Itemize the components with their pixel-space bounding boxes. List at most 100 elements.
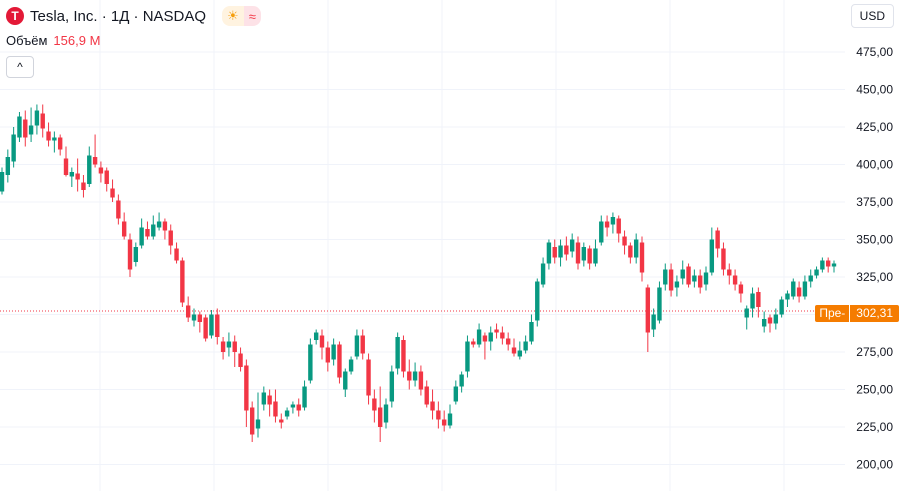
candle-body[interactable] (238, 353, 243, 368)
candle-body[interactable] (5, 157, 11, 175)
symbol-title[interactable]: Tesla, Inc. · 1Д · NASDAQ (30, 7, 207, 25)
collapse-legend-button[interactable]: ^ (6, 56, 34, 78)
candle-body[interactable] (791, 281, 796, 297)
candle-body[interactable] (418, 371, 424, 390)
candle-body[interactable] (581, 247, 587, 261)
candle-body[interactable] (633, 239, 639, 258)
candle-body[interactable] (604, 221, 610, 228)
candle-body[interactable] (325, 347, 331, 363)
candle-body[interactable] (197, 314, 203, 323)
candle-body[interactable] (162, 221, 168, 231)
candle-body[interactable] (535, 281, 540, 321)
candle-body[interactable] (180, 260, 185, 303)
market-status-icon[interactable]: ≈ (243, 6, 261, 26)
candle-body[interactable] (697, 275, 703, 288)
candle-body[interactable] (226, 341, 232, 348)
candle-body[interactable] (174, 248, 179, 261)
candle-body[interactable] (820, 260, 825, 270)
candle-body[interactable] (517, 350, 523, 357)
candle-body[interactable] (372, 398, 377, 411)
candle-body[interactable] (360, 335, 365, 354)
candle-body[interactable] (185, 305, 191, 318)
candle-body[interactable] (564, 245, 569, 255)
candle-body[interactable] (151, 224, 156, 237)
candle-body[interactable] (639, 242, 645, 273)
candle-body[interactable] (569, 239, 575, 252)
candle-body[interactable] (127, 239, 133, 270)
candle-body[interactable] (424, 386, 429, 405)
candle-body[interactable] (814, 269, 819, 276)
candle-body[interactable] (296, 404, 301, 411)
candle-body[interactable] (482, 335, 488, 342)
candle-body[interactable] (156, 221, 162, 228)
candle-body[interactable] (377, 407, 383, 428)
candle-body[interactable] (395, 337, 400, 369)
candle-body[interactable] (558, 245, 563, 258)
candle-body[interactable] (133, 247, 139, 262)
candle-body[interactable] (616, 218, 621, 234)
candle-body[interactable] (52, 137, 57, 141)
currency-button[interactable]: USD (850, 4, 894, 28)
candle-body[interactable] (63, 158, 69, 176)
candle-body[interactable] (348, 359, 354, 372)
candle-body[interactable] (709, 239, 715, 273)
candle-body[interactable] (465, 341, 470, 372)
candle-body[interactable] (825, 260, 831, 267)
candle-body[interactable] (831, 263, 837, 267)
candle-body[interactable] (703, 272, 709, 285)
candle-body[interactable] (447, 413, 453, 426)
candle-body[interactable] (57, 137, 63, 150)
candle-body[interactable] (796, 287, 802, 297)
candle-body[interactable] (168, 230, 173, 246)
candle-body[interactable] (75, 173, 80, 180)
candle-body[interactable] (98, 167, 104, 174)
candle-body[interactable] (40, 113, 45, 129)
candle-body[interactable] (692, 275, 697, 282)
candle-body[interactable] (220, 341, 226, 353)
candle-body[interactable] (511, 347, 517, 354)
candle-body[interactable] (599, 221, 604, 243)
candle-body[interactable] (505, 338, 511, 345)
candle-body[interactable] (756, 292, 761, 307)
candle-body[interactable] (471, 341, 476, 345)
candle-body[interactable] (46, 131, 51, 141)
candle-body[interactable] (232, 341, 237, 353)
candle-body[interactable] (331, 344, 336, 360)
candle-body[interactable] (279, 419, 284, 423)
candle-body[interactable] (523, 341, 528, 351)
candle-body[interactable] (610, 217, 616, 225)
candle-body[interactable] (354, 335, 360, 357)
candle-body[interactable] (319, 335, 325, 348)
candle-body[interactable] (500, 332, 505, 339)
candle-body[interactable] (436, 410, 441, 420)
candle-body[interactable] (663, 269, 668, 285)
candle-body[interactable] (343, 371, 348, 390)
candle-body[interactable] (488, 332, 493, 342)
candle-body[interactable] (779, 299, 784, 315)
candle-body[interactable] (732, 275, 738, 285)
candle-body[interactable] (209, 314, 214, 336)
candle-body[interactable] (476, 329, 482, 345)
candle-body[interactable] (622, 236, 627, 246)
candle-body[interactable] (459, 374, 464, 387)
candle-body[interactable] (308, 344, 313, 381)
candle-body[interactable] (383, 404, 389, 423)
candle-body[interactable] (244, 365, 249, 411)
candle-body[interactable] (546, 242, 552, 264)
candle-body[interactable] (575, 242, 581, 264)
candle-body[interactable] (401, 340, 406, 372)
candle-body[interactable] (680, 269, 685, 279)
candle-body[interactable] (587, 248, 592, 264)
candle-body[interactable] (651, 314, 656, 330)
candle-body[interactable] (552, 247, 557, 258)
candle-body[interactable] (366, 359, 371, 396)
sun-icon[interactable]: ☀ (222, 6, 244, 26)
candle-body[interactable] (767, 317, 773, 324)
candle-body[interactable] (23, 119, 28, 138)
candle-body[interactable] (761, 319, 767, 327)
candle-body[interactable] (744, 308, 749, 318)
candle-body[interactable] (337, 344, 342, 378)
candle-body[interactable] (121, 221, 127, 237)
candle-body[interactable] (785, 293, 790, 300)
candle-body[interactable] (721, 248, 726, 270)
